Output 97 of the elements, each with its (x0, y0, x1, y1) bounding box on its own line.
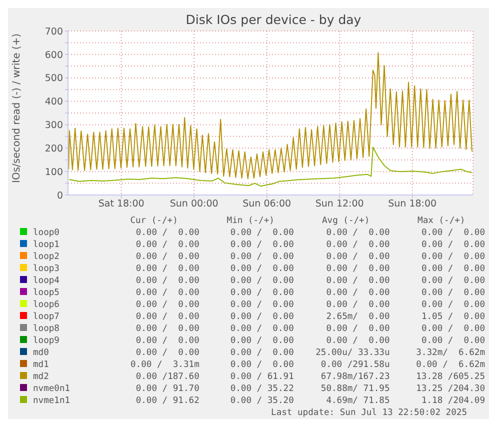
y-tick-label: 600 (44, 50, 63, 61)
legend-label: loop5 (32, 287, 60, 299)
text: 67.98m/167.23 (320, 371, 391, 383)
text: 0.00 / 0.00 (325, 239, 391, 251)
text: 25.00u/ 33.33u (314, 347, 391, 359)
text: 0.00 /291.58u (320, 359, 391, 371)
text: 0.00 / 0.00 (420, 263, 486, 275)
legend-label: loop6 (32, 299, 60, 311)
text: 0.00 / 0.00 (134, 335, 200, 347)
legend-label: loop3 (32, 263, 60, 275)
text: 0.00 / 0.00 (420, 299, 486, 311)
text: 0.00 / 0.00 (229, 323, 295, 335)
legend-label: loop0 (32, 227, 60, 239)
legend-label: loop4 (32, 275, 60, 287)
y-tick-label: 700 (44, 26, 63, 38)
text: 0.00 / 0.00 (325, 263, 391, 275)
line-series (68, 146, 472, 187)
text: 13.28 /605.25 (415, 371, 486, 383)
text: 0.00 / 91.62 (134, 395, 200, 407)
x-tick-label: Sat 18:00 (98, 198, 144, 210)
legend-label: md2 (32, 371, 50, 383)
text: 0.00 /187.60 (134, 371, 200, 383)
text: 0.00 / 0.00 (325, 287, 391, 299)
x-tick-label: Sun 00:00 (170, 198, 218, 210)
text: 0.00 / 0.00 (229, 275, 295, 287)
y-tick-label: 0 (56, 190, 63, 202)
text: 0.00 / 3.31m (130, 359, 200, 371)
legend-label: md0 (32, 347, 50, 359)
text: Min (-/+) (226, 215, 276, 227)
text: 0.00 / 0.00 (229, 251, 295, 263)
text: 0.00 / 0.00 (420, 275, 486, 287)
text: 0.00 / 0.00 (134, 275, 200, 287)
text: 0.00 / 0.00 (134, 311, 200, 323)
text: 0.00 / 0.00 (134, 299, 200, 311)
text: 1.18 /204.09 (420, 395, 486, 407)
text: 0.00 / 0.00 (134, 347, 200, 359)
y-tick-label: 200 (44, 144, 63, 155)
text: 0.00 / 0.00 (325, 335, 391, 347)
legend-label: loop2 (32, 251, 60, 263)
text: Last update: Sun Jul 13 22:50:02 2025 (270, 407, 467, 419)
text: 1.05 / 0.00 (420, 311, 486, 323)
text: 0.00 / 35.20 (229, 395, 295, 407)
text: 0.00 / 0.00 (229, 239, 295, 251)
text: 4.69m/ 71.85 (325, 395, 391, 407)
text: 0.00 / 0.00 (134, 287, 200, 299)
y-tick-label: 100 (44, 166, 63, 178)
text: Cur (-/+) (129, 215, 179, 227)
text: 0.00 / 0.00 (134, 251, 200, 263)
text: 0.00 / 35.22 (229, 383, 295, 395)
legend-label: loop8 (32, 323, 60, 335)
legend-label: nvme1n1 (32, 395, 72, 407)
text: 0.00 / 0.00 (420, 227, 486, 239)
text: Avg (-/+) (320, 215, 371, 227)
text: 0.00 / 0.00 (229, 287, 295, 299)
text: 0.00 / 0.00 (420, 323, 486, 335)
text: 0.00 / 0.00 (229, 299, 295, 311)
y-tick-label: 300 (44, 120, 63, 132)
text: 13.25 /204.30 (415, 383, 486, 395)
text: 0.00 / 0.00 (229, 227, 295, 239)
text: 0.00 / 91.70 (134, 383, 200, 395)
x-tick-label: Sun 12:00 (315, 198, 364, 210)
text: 0.00 / 0.00 (134, 323, 200, 335)
text: 0.00 / 0.00 (420, 239, 486, 251)
text: 0.00 / 0.00 (325, 227, 391, 239)
text: 3.32m/ 6.62m (415, 347, 486, 359)
text: 0.00 / 0.00 (420, 251, 486, 263)
x-tick-label: Sun 18:00 (388, 198, 437, 210)
text: 0.00 / 0.00 (134, 263, 200, 275)
legend-label: loop1 (32, 239, 60, 251)
chart-title: Disk IOs per device - by day (184, 11, 362, 27)
text: 0.00 / 0.00 (134, 227, 200, 239)
x-tick-label: Sun 06:00 (242, 198, 292, 210)
legend-label: loop9 (32, 335, 60, 347)
text: 0.00 / 0.00 (325, 323, 391, 335)
text: 0.00 / 0.00 (229, 311, 295, 323)
legend-label: nvme0n1 (32, 383, 72, 395)
text: 0.00 / 0.00 (229, 335, 295, 347)
text: 0.00 / 0.00 (420, 335, 486, 347)
text: 0.00 / 0.00 (229, 359, 295, 371)
text: 0.00 / 0.00 (229, 263, 295, 275)
text: 0.00 / 6.62m (415, 359, 486, 371)
legend-label: loop7 (32, 311, 60, 323)
text: Max (-/+) (416, 215, 466, 227)
text: 2.65m/ 0.00 (325, 311, 391, 323)
line-series (68, 52, 472, 180)
text: 0.00 / 0.00 (420, 287, 486, 299)
y-tick-label: 400 (44, 96, 63, 108)
legend-label: md1 (32, 359, 50, 371)
text: 0.00 / 0.00 (325, 275, 391, 287)
y-tick-label: 500 (44, 73, 63, 84)
text: 0.00 / 61.91 (229, 371, 295, 383)
text: 0.00 / 0.00 (134, 239, 200, 251)
y-axis-title: IOs/second read (-) / write (+) (12, 33, 23, 183)
text: 50.88m/ 71.95 (320, 383, 391, 395)
text: 0.00 / 0.00 (325, 251, 391, 263)
text: 0.00 / 0.00 (325, 299, 391, 311)
text: 0.00 / 0.00 (229, 347, 295, 359)
